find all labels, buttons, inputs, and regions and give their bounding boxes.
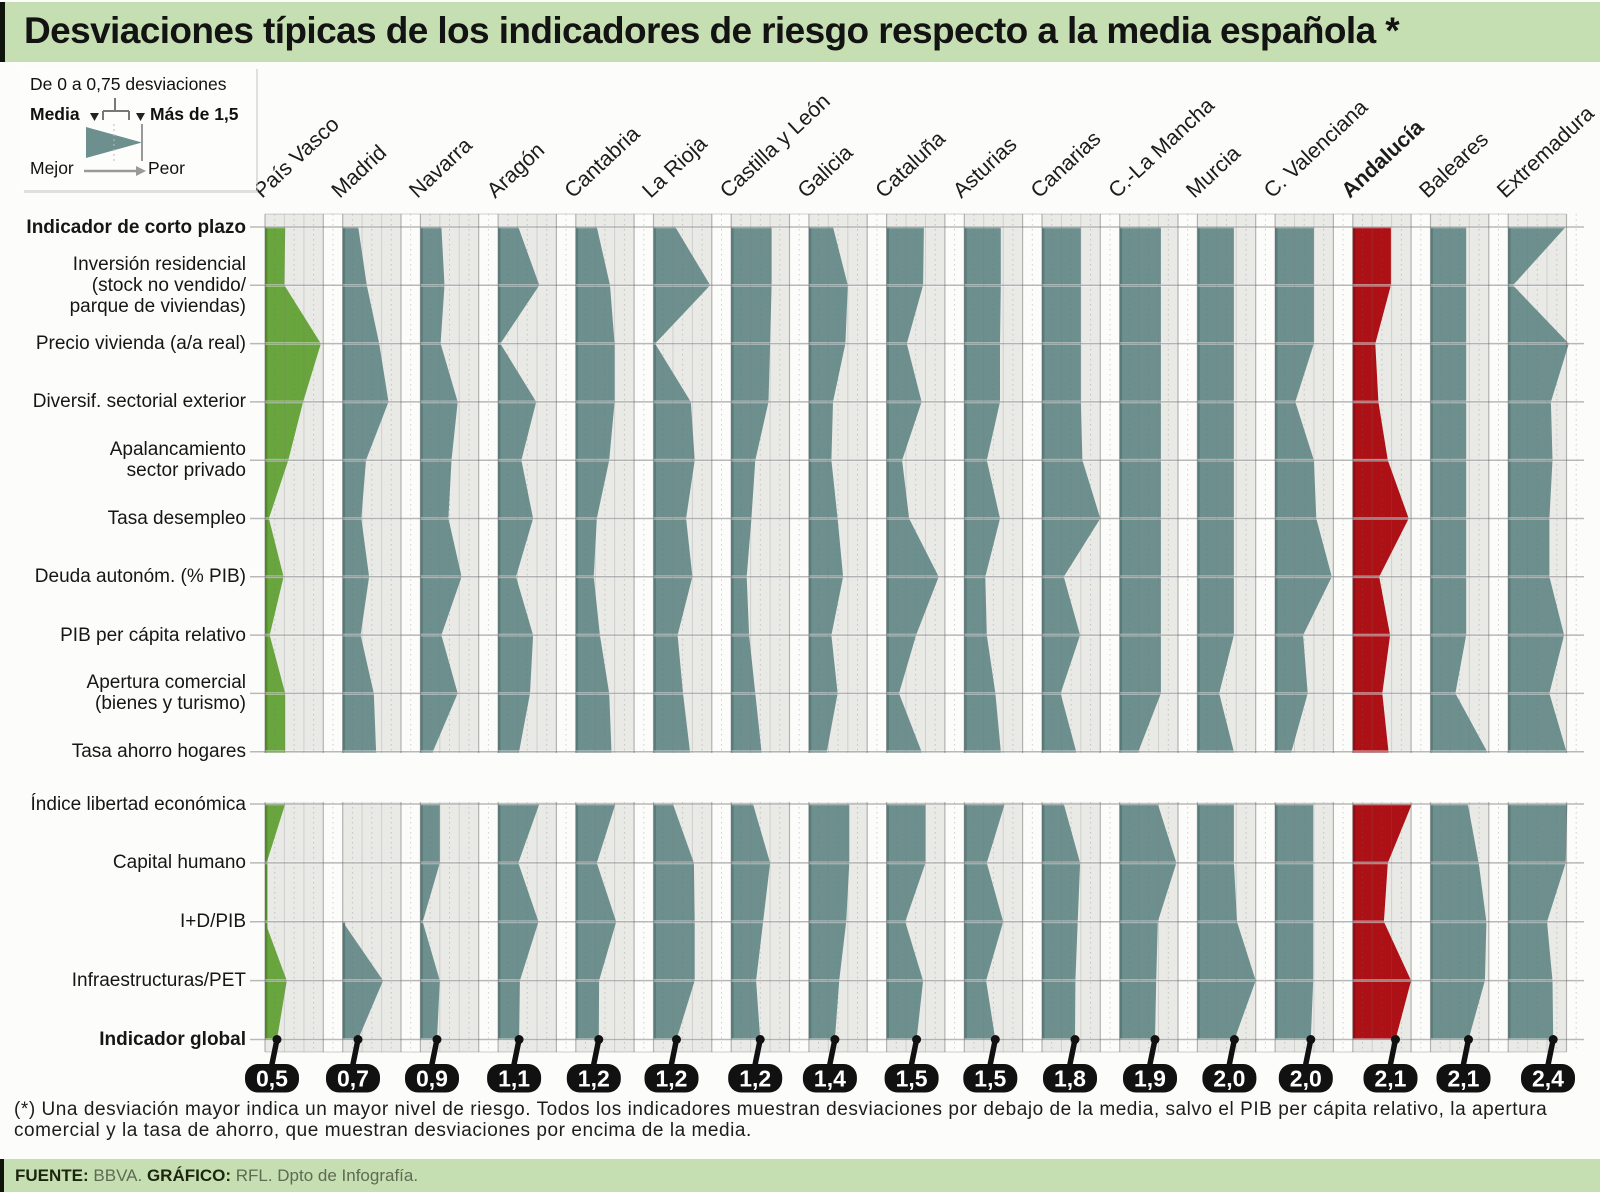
svg-text:2,1: 2,1 [1375, 1066, 1407, 1092]
svg-text:Cantabria: Cantabria [560, 121, 645, 202]
svg-text:Galicia: Galicia [793, 140, 857, 202]
svg-text:0,9: 0,9 [416, 1066, 448, 1092]
svg-text:2,0: 2,0 [1290, 1066, 1322, 1092]
svg-text:1,5: 1,5 [896, 1066, 928, 1092]
svg-text:2,0: 2,0 [1213, 1066, 1245, 1092]
svg-text:Aragón: Aragón [482, 138, 549, 203]
svg-text:1,8: 1,8 [1054, 1066, 1086, 1092]
svg-text:Extremadura: Extremadura [1492, 101, 1598, 203]
svg-text:1,2: 1,2 [578, 1066, 610, 1092]
svg-text:2,4: 2,4 [1532, 1066, 1564, 1092]
svg-text:1,5: 1,5 [974, 1066, 1006, 1092]
svg-text:Cataluña: Cataluña [871, 126, 950, 202]
svg-text:Canarias: Canarias [1026, 126, 1105, 202]
svg-text:1,9: 1,9 [1134, 1066, 1166, 1092]
svg-text:Madrid: Madrid [327, 140, 391, 202]
svg-text:Murcia: Murcia [1181, 141, 1245, 203]
svg-text:1,4: 1,4 [814, 1066, 846, 1092]
svg-text:1,2: 1,2 [739, 1066, 771, 1092]
svg-text:2,1: 2,1 [1448, 1066, 1480, 1092]
svg-text:0,5: 0,5 [256, 1066, 288, 1092]
svg-text:1,2: 1,2 [656, 1066, 688, 1092]
svg-text:1,1: 1,1 [498, 1066, 530, 1092]
svg-text:Navarra: Navarra [404, 133, 476, 203]
svg-text:Asturias: Asturias [948, 132, 1021, 203]
svg-text:La Rioja: La Rioja [638, 131, 712, 202]
svg-text:0,7: 0,7 [337, 1066, 369, 1092]
svg-text:Baleares: Baleares [1415, 127, 1493, 202]
